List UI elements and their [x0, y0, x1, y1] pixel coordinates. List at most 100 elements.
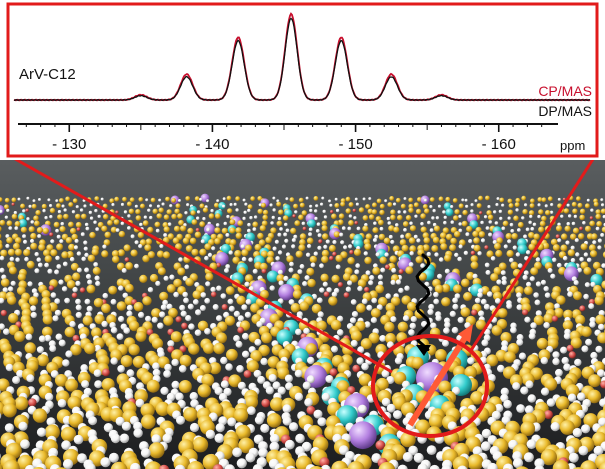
atom-C: [148, 442, 165, 459]
atom-C: [28, 226, 35, 233]
atom-H: [49, 345, 57, 352]
atom-C: [365, 233, 372, 240]
atom-H: [38, 198, 41, 201]
atom-C: [372, 227, 379, 234]
atom-C: [0, 197, 3, 202]
atom-C: [349, 274, 358, 283]
atom-C: [515, 286, 524, 295]
atom-C: [571, 201, 577, 207]
atom-H: [487, 205, 491, 209]
atom-H: [533, 292, 539, 298]
atom-H: [568, 214, 572, 218]
atom-H: [299, 264, 305, 269]
atom-H: [592, 240, 597, 245]
atom-B: [278, 284, 295, 301]
atom-C: [257, 232, 264, 240]
atom-C: [229, 239, 237, 246]
atom-C: [106, 314, 117, 325]
atom-H: [157, 350, 165, 358]
atom-C: [584, 225, 592, 232]
atom-H: [202, 217, 206, 221]
atom-C: [461, 220, 468, 227]
atom-C: [364, 256, 372, 265]
atom-C: [67, 395, 82, 410]
atom-H: [581, 424, 591, 434]
atom-C: [466, 225, 473, 233]
atom-H: [336, 329, 344, 336]
atom-H: [582, 221, 586, 225]
atom-H: [524, 316, 531, 323]
atom-C: [112, 255, 120, 264]
atom-H: [14, 226, 19, 231]
atom-H: [26, 217, 30, 221]
atom-C: [379, 256, 387, 264]
atom-H: [160, 304, 167, 311]
atom-C: [413, 202, 419, 208]
atom-C: [132, 355, 145, 368]
atom-H: [420, 263, 425, 269]
atom-C: [472, 230, 479, 238]
atom-C: [30, 232, 37, 240]
atom-H: [76, 251, 82, 256]
atom-C: [435, 349, 447, 361]
atom-O: [237, 326, 244, 334]
atom-C: [333, 231, 341, 238]
atom-H: [254, 415, 264, 425]
atom-C: [347, 461, 365, 469]
atom-H: [595, 345, 603, 353]
atom-H: [87, 279, 93, 285]
atom-H: [442, 210, 446, 214]
atom-H: [88, 210, 93, 215]
atom-H: [570, 245, 575, 250]
atom-H: [295, 433, 305, 444]
atom-C: [262, 214, 269, 221]
atom-H: [252, 464, 264, 469]
atom-C: [530, 198, 535, 204]
atom-C: [144, 244, 152, 252]
atom-H: [215, 423, 225, 433]
atom-C: [321, 225, 328, 232]
atom-H: [205, 429, 216, 439]
atom-H: [403, 228, 407, 232]
atom-H: [30, 311, 37, 319]
atom-C: [378, 462, 396, 469]
atom-C: [428, 413, 444, 429]
atom-H: [291, 244, 296, 249]
atom-C: [172, 237, 180, 244]
atom-H: [552, 357, 560, 366]
atom-C: [429, 197, 435, 203]
atom-H: [517, 228, 521, 232]
atom-H: [247, 222, 251, 227]
atom-H: [4, 423, 15, 433]
plot-area: - 130 - 140 - 150 - 160: [13, 12, 591, 153]
atom-H: [413, 452, 424, 463]
atom-C: [387, 202, 393, 208]
atom-C: [129, 197, 135, 203]
atom-H: [253, 369, 262, 378]
atom-H: [85, 463, 96, 469]
atom-H: [365, 270, 371, 276]
atom-H: [368, 280, 374, 286]
atom-C: [588, 244, 596, 252]
atom-C: [539, 220, 546, 227]
atom-O: [261, 398, 271, 408]
atom-C: [392, 245, 400, 253]
atom-H: [134, 240, 139, 245]
atom-C: [560, 244, 568, 252]
atom-H: [586, 198, 590, 202]
atom-C: [162, 251, 171, 259]
atom-H: [229, 203, 233, 207]
atom-H: [206, 227, 211, 232]
atom-H: [10, 280, 16, 286]
atom-H: [260, 423, 270, 433]
atom-C: [370, 308, 381, 318]
atom-H: [525, 380, 534, 389]
atom-C: [424, 208, 430, 214]
atom-C: [185, 196, 191, 201]
atom-H: [23, 239, 28, 244]
atom-H: [356, 357, 364, 365]
rf-wave-arrowhead: [416, 345, 431, 356]
atom-H: [433, 298, 440, 305]
atom-H: [149, 204, 153, 208]
atom-C: [438, 196, 444, 202]
